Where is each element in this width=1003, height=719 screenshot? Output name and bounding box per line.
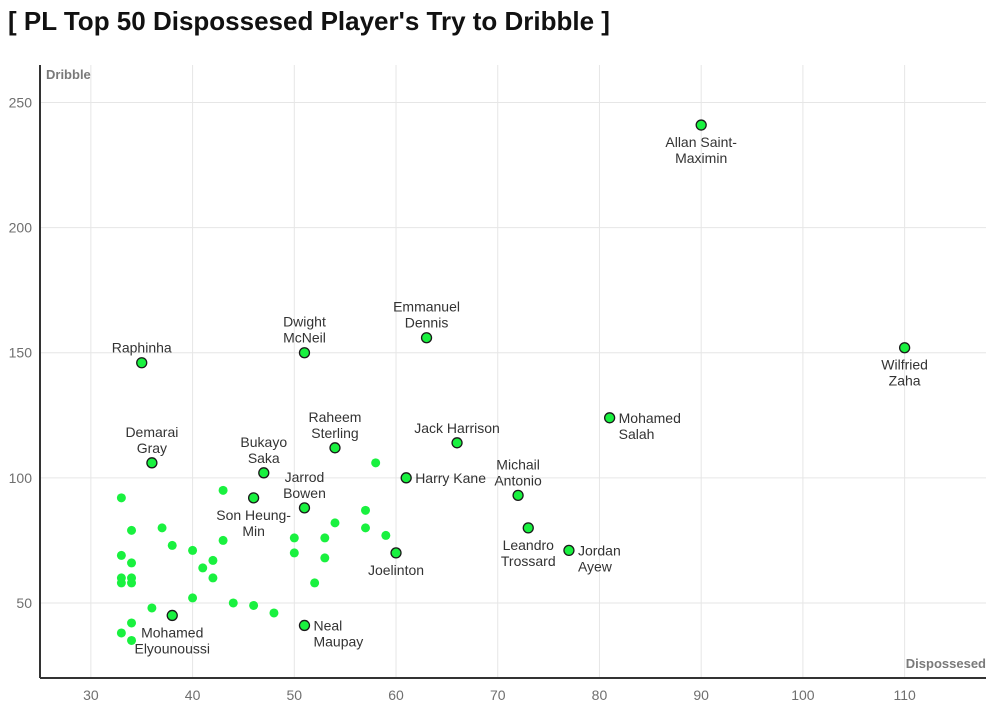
labeled-scatter-point	[298, 347, 311, 359]
point-label: Jarrod Bowen	[283, 469, 326, 501]
point-label: Son Heung-Min	[216, 507, 291, 539]
labeled-scatter-point	[898, 342, 911, 354]
labeled-scatter-point	[400, 472, 412, 484]
labeled-scatter-point	[146, 457, 158, 469]
x-tick-label: 100	[791, 687, 815, 703]
scatter-point	[116, 628, 126, 638]
labeled-scatter-point	[390, 547, 402, 559]
y-tick-label: 200	[9, 220, 33, 236]
scatter-point	[116, 550, 126, 560]
y-tick-label: 250	[9, 95, 33, 111]
point-label: Bukayo Saka	[240, 434, 287, 466]
labeled-scatter-point	[298, 502, 311, 514]
point-label: Emmanuel Dennis	[393, 299, 460, 331]
scatter-point	[147, 603, 157, 613]
scatter-point	[127, 635, 137, 645]
labeled-scatter-point	[563, 544, 575, 557]
scatter-point	[269, 608, 279, 618]
labeled-scatter-point	[603, 412, 616, 424]
scatter-point	[218, 485, 228, 495]
point-label: Mohamed Salah	[619, 410, 681, 442]
x-tick-label: 40	[185, 687, 201, 703]
axes: Dribble Dispossesed	[39, 65, 986, 679]
point-label: Mohamed Elyounoussi	[134, 624, 210, 656]
point-label: Michail Antonio	[494, 456, 542, 488]
y-axis-title: Dribble	[46, 67, 91, 82]
scatter-point	[208, 573, 218, 583]
scatter-point	[116, 493, 126, 503]
scatter-point	[188, 545, 198, 555]
point-label: Jack Harrison	[414, 420, 500, 436]
scatter-point	[228, 598, 238, 608]
point-label: Harry Kane	[415, 470, 486, 486]
scatter-point	[249, 600, 259, 610]
x-tick-label: 70	[490, 687, 506, 703]
x-tick-label: 90	[693, 687, 709, 703]
scatter-point	[310, 578, 320, 588]
scatter-point	[127, 618, 137, 628]
scatter-point	[320, 553, 330, 563]
labeled-scatter-point	[247, 492, 260, 504]
x-tick-label: 110	[893, 687, 916, 703]
point-label: Neal Maupay	[313, 617, 363, 649]
scatter-point	[218, 535, 228, 545]
scatter-point	[127, 525, 137, 535]
point-label: Allan Saint-Maximin	[665, 134, 737, 166]
point-labels: Allan Saint-Maximin Wilfried Zaha Emmanuel D…	[112, 134, 928, 656]
point-label: Dwight McNeil	[283, 314, 326, 346]
scatter-point	[116, 578, 126, 588]
scatter-point	[157, 523, 167, 533]
tick-labels: 30 40 50 60 70 80 90 100 110 50 100 150 200 250	[9, 95, 916, 703]
scatter-point	[320, 533, 330, 543]
scatter-point	[167, 540, 177, 550]
labeled-scatter-point	[451, 437, 463, 449]
scatter-point	[381, 530, 391, 540]
chart-title: [ PL Top 50 Dispossesed Player's Try to …	[8, 6, 610, 36]
y-tick-label: 100	[9, 470, 33, 486]
scatter-point	[289, 533, 299, 543]
point-label: Demarai Gray	[125, 424, 178, 456]
labeled-scatter-point	[420, 332, 433, 344]
scatter-point	[188, 593, 198, 603]
point-label: Wilfried Zaha	[881, 357, 928, 389]
scatter-point	[330, 518, 340, 528]
x-tick-label: 30	[83, 687, 99, 703]
y-tick-label: 50	[16, 595, 32, 611]
x-axis-title: Dispossesed	[906, 656, 986, 671]
grid-lines	[40, 65, 986, 678]
x-tick-label: 60	[388, 687, 404, 703]
scatter-point	[198, 563, 208, 573]
labeled-scatter-point	[136, 357, 148, 369]
scatter-point	[371, 458, 381, 468]
data-points	[116, 119, 911, 645]
point-label: Leandro Trossard	[501, 537, 556, 569]
scatter-point	[289, 548, 299, 558]
x-tick-label: 50	[287, 687, 303, 703]
scatter-point	[361, 505, 371, 515]
scatter-point	[208, 555, 218, 565]
labeled-scatter-point	[258, 467, 270, 479]
labeled-scatter-point	[166, 609, 178, 622]
labeled-scatter-point	[512, 489, 524, 502]
labeled-scatter-point	[329, 442, 341, 454]
point-label: Raphinha	[112, 340, 172, 356]
y-tick-label: 150	[9, 345, 33, 361]
scatter-point	[127, 558, 137, 568]
scatter-point	[127, 578, 137, 588]
labeled-scatter-point	[298, 619, 311, 632]
point-label: Jordan Ayew	[578, 542, 621, 574]
labeled-scatter-point	[522, 522, 534, 534]
scatter-point	[361, 523, 371, 533]
point-label: Joelinton	[368, 562, 424, 578]
point-label: Raheem Sterling	[309, 409, 362, 441]
x-tick-label: 80	[592, 687, 608, 703]
labeled-scatter-point	[695, 119, 707, 131]
